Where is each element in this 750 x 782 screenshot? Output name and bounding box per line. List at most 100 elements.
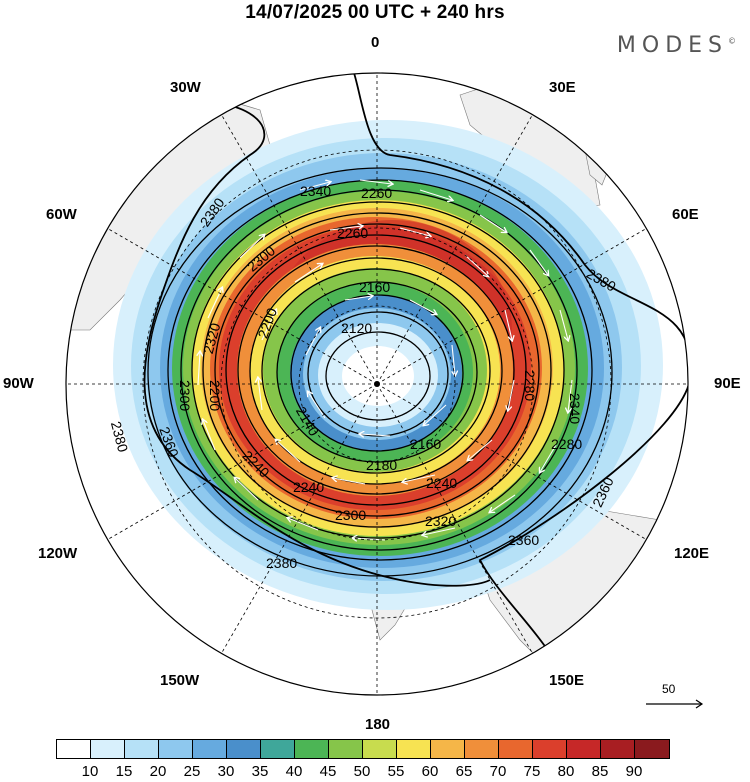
wind-arrow [423, 527, 456, 535]
contour-label: 2380 [108, 420, 132, 454]
arrow-right-icon [646, 699, 704, 709]
wind-arrow [419, 189, 452, 200]
lon-label-60e: 60E [672, 206, 699, 223]
colorbar-swatch [431, 740, 465, 758]
colorbar-label: 40 [285, 763, 303, 780]
wind-arrow [344, 296, 372, 301]
colorbar [56, 739, 670, 759]
contour-2380-west [143, 102, 491, 587]
lon-label-150w: 150W [160, 672, 200, 689]
colorbar-swatch [533, 740, 567, 758]
lon-label-30e: 30E [549, 79, 576, 96]
contour-2380 [344, 73, 688, 681]
contour-label: 2340 [300, 183, 331, 199]
lon-label-120e: 120E [674, 545, 710, 562]
map-boundary [65, 72, 689, 696]
colorbar-label: 25 [183, 763, 201, 780]
contour-2360 [147, 167, 613, 577]
wind-arrow [258, 378, 263, 411]
colorbar-swatch [635, 740, 669, 758]
wind-arrow [305, 328, 320, 356]
wind-arrow [359, 179, 392, 184]
contour-label: 2240 [426, 475, 457, 491]
wind-arrow [508, 379, 515, 410]
contour-label: 2240 [293, 479, 324, 495]
contour-label: 2320 [425, 513, 456, 529]
contour-label: 2260 [361, 185, 392, 201]
brand-mark: © [728, 36, 736, 46]
reference-vector-label: 50 [662, 682, 676, 696]
colorbar-label: 85 [591, 763, 609, 780]
lon-label-120w: 120W [38, 545, 78, 562]
colorbar-label: 70 [489, 763, 507, 780]
colorbar-swatch [363, 740, 397, 758]
colorbar-swatch [601, 740, 635, 758]
colorbar-swatch [193, 740, 227, 758]
colorbar-label: 80 [557, 763, 575, 780]
colorbar-label: 55 [387, 763, 405, 780]
wind-arrow [490, 494, 516, 512]
contour-2340 [167, 179, 593, 561]
colorbar-label: 10 [81, 763, 99, 780]
pole-marker [374, 381, 380, 387]
contour-label: 2160 [410, 436, 441, 452]
wind-arrow [452, 344, 455, 375]
lon-label-0: 0 [371, 34, 380, 51]
contour-label: 2360 [508, 532, 539, 548]
colorbar-label: 65 [455, 763, 473, 780]
wind-arrow [468, 439, 493, 460]
wind-arrow [360, 434, 391, 436]
wind-arrow [479, 214, 506, 232]
contour-label: 2380 [266, 555, 297, 571]
wind-arrow [409, 299, 436, 314]
contour-label: 2280 [522, 370, 538, 401]
wind-arrow [464, 254, 488, 276]
wind-arrow [261, 310, 276, 341]
contour-label: 2280 [551, 436, 582, 452]
wind-arrow [203, 420, 216, 451]
contour-label: 2200 [207, 380, 223, 411]
lon-label-90w: 90W [3, 375, 34, 392]
wind-arrow [568, 379, 573, 412]
contour-label: 2340 [567, 393, 583, 424]
lon-label-30w: 30W [170, 79, 201, 96]
colorbar-label: 20 [149, 763, 167, 780]
wind-arrow [299, 182, 330, 191]
wind-arrow [329, 226, 362, 231]
lon-label-150e: 150E [549, 672, 585, 689]
contour-label: 2260 [337, 225, 368, 241]
colorbar-swatch [465, 740, 499, 758]
colorbar-swatch [567, 740, 601, 758]
wind-arrow [403, 474, 436, 482]
contour-label: 2180 [366, 457, 397, 473]
contour-label: 2300 [177, 380, 193, 411]
colorbar-swatch [125, 740, 159, 758]
wind-arrow [333, 478, 366, 485]
map-title: 14/07/2025 00 UTC + 240 hrs [245, 2, 505, 23]
colorbar-swatch [295, 740, 329, 758]
colorbar-swatch [227, 740, 261, 758]
colorbar-label: 60 [421, 763, 439, 780]
colorbar-swatch [91, 740, 125, 758]
map-disk [66, 73, 688, 695]
colorbar-labels: 10 15 20 25 30 35 40 45 50 55 60 65 70 75 80 85 90 [56, 763, 702, 781]
wind-arrow [559, 309, 568, 340]
contour-label: 2160 [359, 279, 390, 295]
lon-label-180: 180 [365, 716, 391, 733]
wind-arrow [540, 444, 557, 472]
wind-arrow [504, 309, 512, 340]
wind-arrow [294, 264, 322, 283]
wind-arrow [198, 352, 200, 386]
colorbar-swatch [329, 740, 363, 758]
polar-map: 2120 2160 2160 2180 2140 2200 2260 2340 … [65, 72, 689, 696]
brand-logo: MODES© [617, 33, 736, 58]
colorbar-label: 15 [115, 763, 133, 780]
graticule-meridians [66, 73, 688, 695]
wind-arrow [288, 518, 319, 531]
colorbar-swatch [397, 740, 431, 758]
colorbar-swatch [57, 740, 91, 758]
wind-arrow [276, 440, 301, 463]
colorbar-label: 50 [353, 763, 371, 780]
colorbar-label: 90 [625, 763, 643, 780]
colorbar-swatch [261, 740, 295, 758]
